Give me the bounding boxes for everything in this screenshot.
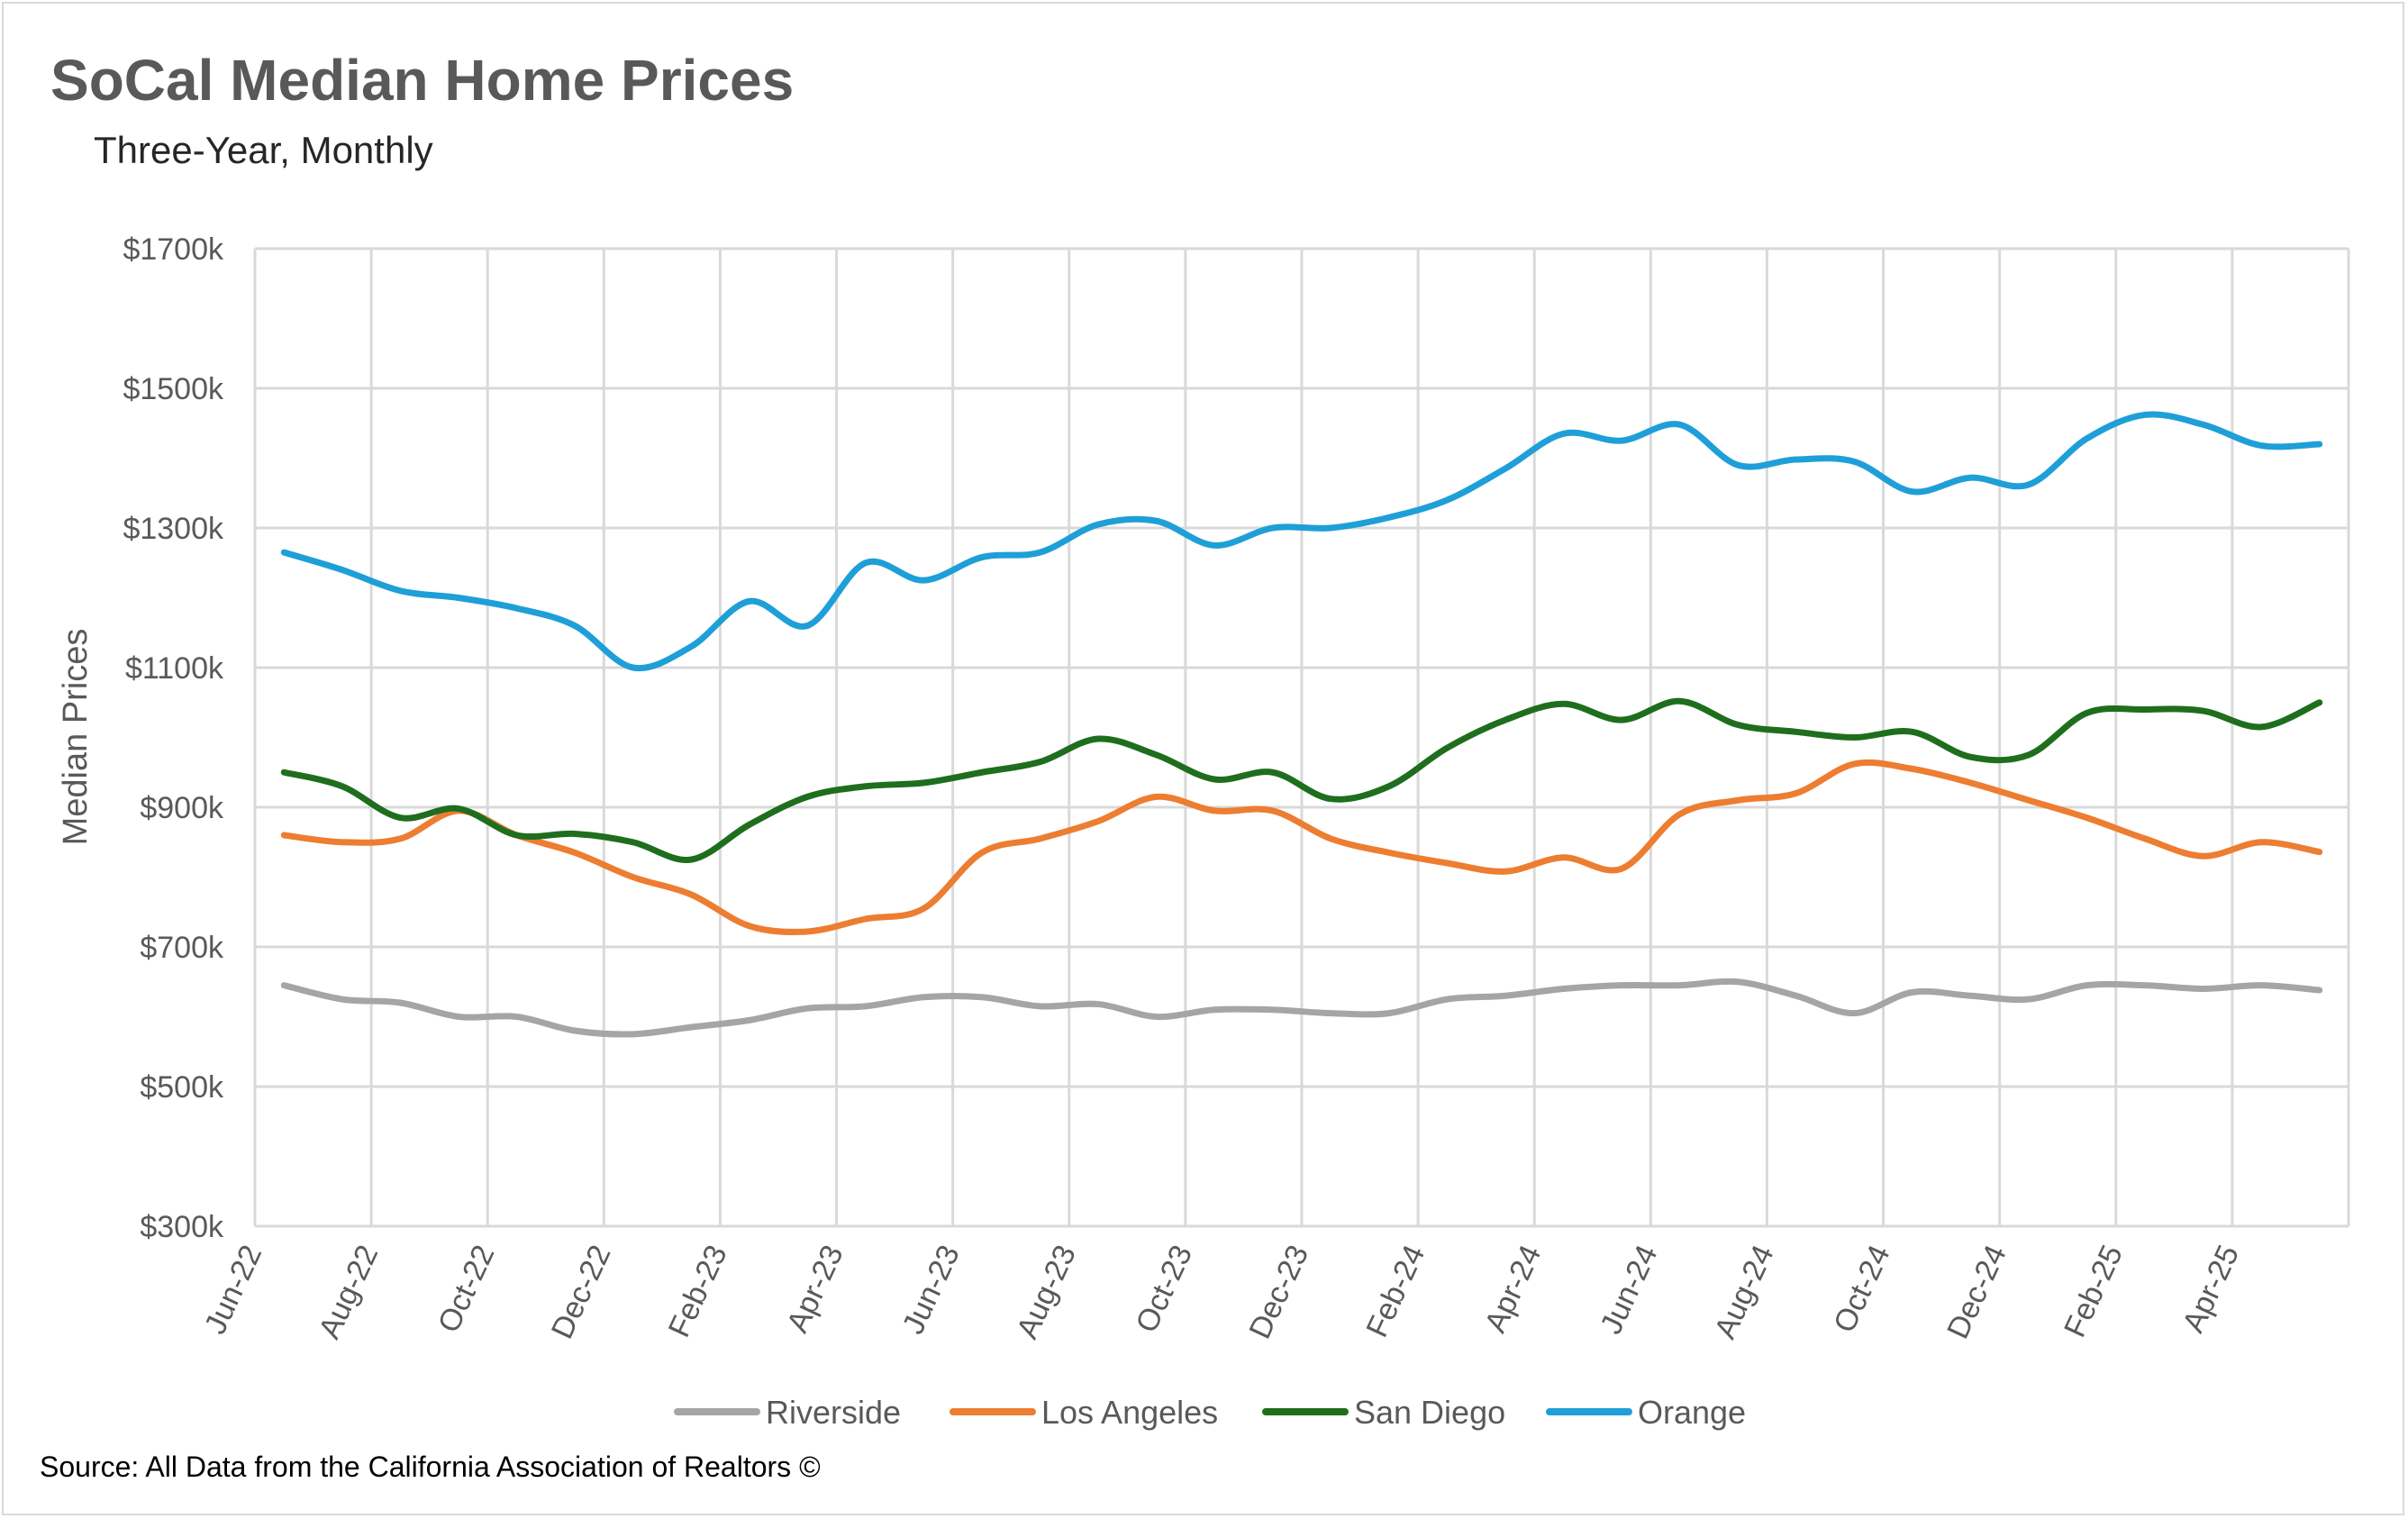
series-line-los-angeles: [280, 759, 2323, 935]
legend-label-los-angeles: Los Angeles: [1041, 1394, 1218, 1431]
chart-subtitle: Three-Year, Monthly: [94, 129, 433, 171]
x-tick-label: Apr-24: [1478, 1240, 1549, 1338]
series-lines: [280, 411, 2323, 1038]
y-tick-label: $300k: [140, 1210, 224, 1244]
x-tick-label: Feb-23: [662, 1240, 734, 1342]
x-tick-label: Jun-24: [1594, 1240, 1664, 1339]
x-tick-label: Feb-25: [2058, 1240, 2130, 1342]
series-line-riverside: [280, 978, 2323, 1038]
y-tick-label: $500k: [140, 1070, 224, 1105]
x-tick-label: Dec-23: [1242, 1240, 1315, 1343]
y-axis-label: Median Prices: [57, 629, 95, 846]
x-axis: Jun-22 Aug-22 Oct-22 Dec-22 Feb-23 Apr-23 Jun-…: [198, 1240, 2246, 1343]
x-tick-label: Feb-24: [1359, 1240, 1431, 1342]
chart-title: SoCal Median Home Prices: [50, 48, 795, 113]
series-line-san-diego: [280, 697, 2323, 863]
y-tick-label: $700k: [140, 931, 224, 965]
x-tick-label: Dec-22: [545, 1240, 618, 1343]
x-tick-label: Oct-22: [432, 1240, 502, 1338]
y-tick-label: $900k: [140, 791, 224, 825]
y-tick-label: $1700k: [123, 232, 224, 267]
x-tick-label: Apr-25: [2176, 1240, 2247, 1338]
x-tick-label: Oct-24: [1827, 1240, 1897, 1338]
series-line-orange: [280, 411, 2323, 672]
legend-label-riverside: Riverside: [766, 1394, 901, 1431]
legend-label-orange: Orange: [1638, 1394, 1746, 1431]
legend-label-san-diego: San Diego: [1354, 1394, 1505, 1431]
x-tick-label: Jun-22: [198, 1240, 268, 1339]
y-tick-label: $1100k: [125, 651, 224, 686]
legend: Riverside Los Angeles San Diego Orange: [674, 1394, 1746, 1431]
x-tick-label: Aug-22: [313, 1240, 386, 1343]
x-tick-label: Aug-23: [1010, 1240, 1083, 1343]
x-tick-label: Dec-24: [1940, 1240, 2013, 1343]
y-tick-label: $1500k: [123, 372, 224, 406]
source-note: Source: All Data from the California Ass…: [40, 1451, 821, 1483]
x-tick-label: Oct-23: [1130, 1240, 1200, 1338]
x-tick-label: Aug-24: [1708, 1240, 1781, 1343]
x-tick-label: Apr-23: [780, 1240, 850, 1338]
y-tick-label: $1300k: [123, 512, 224, 546]
y-axis: $300k $500k $700k $900k $1100k $1300k $1500k $1…: [123, 232, 224, 1244]
grid-lines: [253, 247, 2350, 1228]
x-tick-label: Jun-23: [896, 1240, 967, 1339]
